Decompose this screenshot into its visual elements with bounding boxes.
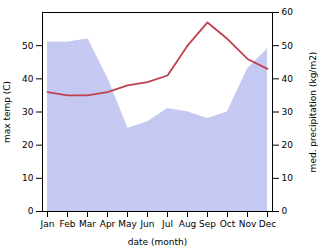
svg-text:0: 0 <box>28 206 34 216</box>
svg-text:med. precipitation (kg/m2): med. precipitation (kg/m2) <box>308 52 318 173</box>
svg-text:Aug: Aug <box>179 219 197 229</box>
svg-text:10: 10 <box>22 173 34 183</box>
svg-text:40: 40 <box>22 74 34 84</box>
svg-text:40: 40 <box>282 74 294 84</box>
svg-text:date (month): date (month) <box>128 237 187 247</box>
svg-text:Jul: Jul <box>161 219 173 229</box>
svg-text:Sep: Sep <box>199 219 216 229</box>
svg-text:60: 60 <box>282 7 294 17</box>
svg-text:20: 20 <box>22 140 34 150</box>
svg-text:max temp (C): max temp (C) <box>2 81 12 143</box>
svg-text:Feb: Feb <box>60 219 76 229</box>
svg-text:Jun: Jun <box>139 219 154 229</box>
svg-text:50: 50 <box>282 41 294 51</box>
svg-text:30: 30 <box>282 107 294 117</box>
svg-text:0: 0 <box>282 206 288 216</box>
svg-text:Oct: Oct <box>220 219 236 229</box>
svg-text:Apr: Apr <box>100 219 116 229</box>
svg-text:30: 30 <box>22 107 34 117</box>
svg-text:50: 50 <box>22 41 34 51</box>
svg-text:20: 20 <box>282 140 294 150</box>
svg-text:May: May <box>118 219 137 229</box>
svg-text:Dec: Dec <box>259 219 276 229</box>
svg-text:Nov: Nov <box>239 219 257 229</box>
svg-text:10: 10 <box>282 173 294 183</box>
svg-text:Mar: Mar <box>79 219 96 229</box>
svg-text:Jan: Jan <box>40 219 55 229</box>
